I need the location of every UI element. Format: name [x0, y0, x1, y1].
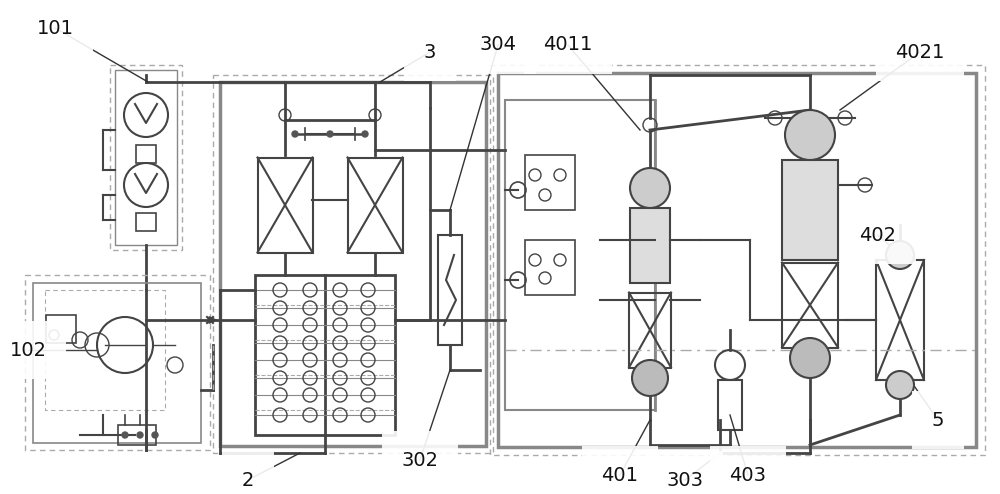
Bar [438, 235, 462, 345]
Text: 4021: 4021 [895, 42, 945, 61]
Text: 302: 302 [402, 451, 438, 469]
Bar [213, 75, 493, 453]
Text: 5: 5 [932, 411, 944, 429]
Bar [25, 275, 210, 450]
Bar [782, 160, 838, 260]
Text: 102: 102 [10, 340, 46, 360]
Text: 3: 3 [424, 42, 436, 61]
Bar [45, 290, 165, 410]
Bar [629, 292, 671, 368]
Bar [46, 315, 76, 343]
Bar [258, 158, 312, 252]
Bar [118, 425, 156, 445]
Bar [490, 65, 985, 455]
Bar [136, 213, 156, 231]
Circle shape [122, 432, 128, 438]
Bar [525, 240, 575, 295]
Bar [255, 275, 395, 435]
Bar [498, 73, 976, 447]
Bar [630, 208, 670, 283]
Circle shape [886, 241, 914, 269]
Circle shape [886, 371, 914, 399]
Circle shape [790, 338, 830, 378]
Text: 101: 101 [36, 18, 74, 38]
Circle shape [292, 131, 298, 137]
Text: 402: 402 [860, 225, 896, 245]
Bar [782, 262, 838, 347]
Text: 2: 2 [242, 470, 254, 490]
Bar [110, 65, 182, 250]
Bar [115, 70, 177, 245]
Bar [505, 100, 655, 410]
Circle shape [632, 360, 668, 396]
Text: 304: 304 [480, 36, 516, 54]
Circle shape [630, 168, 670, 208]
Circle shape [152, 432, 158, 438]
Bar [33, 283, 201, 443]
Text: 403: 403 [730, 465, 767, 485]
Bar [718, 380, 742, 430]
Text: 4011: 4011 [543, 36, 593, 54]
Bar [876, 260, 924, 380]
Text: 303: 303 [666, 470, 704, 490]
Circle shape [137, 432, 143, 438]
Bar [136, 145, 156, 163]
Circle shape [327, 131, 333, 137]
Circle shape [785, 110, 835, 160]
Bar [525, 155, 575, 210]
Circle shape [362, 131, 368, 137]
Bar [220, 82, 486, 446]
Bar [348, 158, 402, 252]
Text: 401: 401 [602, 465, 639, 485]
